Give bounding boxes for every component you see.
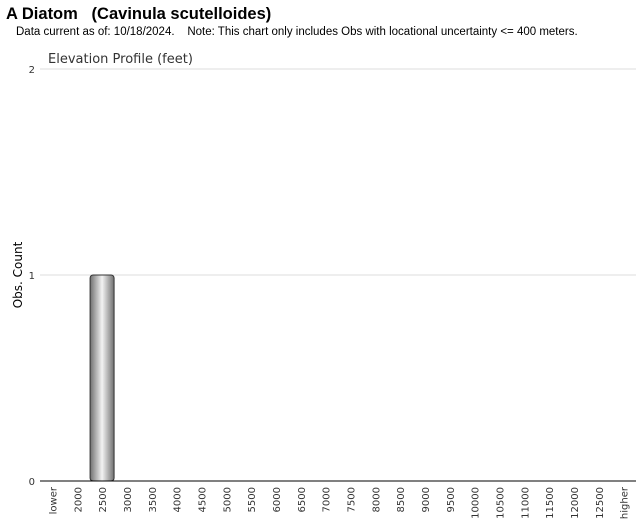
y-axis-label: Obs. Count (11, 241, 25, 308)
x-tick-label: higher (620, 486, 631, 519)
x-tick-label: 9500 (446, 487, 457, 512)
x-tick-label: 8500 (396, 487, 407, 512)
x-tick-label: 12500 (595, 487, 606, 519)
bar-2500 (89, 274, 115, 482)
x-tick-label: 7000 (322, 487, 333, 512)
chart-title: Elevation Profile (feet) (48, 52, 193, 67)
x-tick-label: 3000 (123, 487, 134, 512)
x-tick-label: 12000 (570, 487, 581, 519)
x-tick-label: 4500 (197, 487, 208, 512)
x-tick-label: 4000 (173, 487, 184, 512)
x-tick-label: 6000 (272, 487, 283, 512)
x-tick-label: 2000 (73, 487, 84, 512)
y-tick-label: 1 (29, 271, 35, 282)
x-tick-label: 8000 (371, 487, 382, 512)
x-tick-label: 2500 (98, 487, 109, 512)
x-tick-label: 7500 (346, 487, 357, 512)
x-tick-label: 3500 (148, 487, 159, 512)
x-tick-label: lower (48, 486, 59, 514)
x-tick-label: 10500 (495, 487, 506, 519)
x-tick-label: 10000 (471, 487, 482, 519)
x-tick-label: 6500 (297, 487, 308, 512)
y-tick-label: 2 (29, 65, 35, 76)
x-tick-label: 9000 (421, 487, 432, 512)
x-tick-label: 5000 (222, 487, 233, 512)
bars (89, 274, 115, 482)
y-tick-label: 0 (29, 477, 35, 488)
x-axis-ticks: lower 2000 2500 3000 3500 4000 4500 5000 5500 600… (48, 486, 630, 519)
x-tick-label: 11000 (520, 487, 531, 519)
grid-lines (40, 68, 636, 276)
y-axis-ticks: 0 1 2 (29, 65, 35, 488)
x-tick-label: 11500 (545, 487, 556, 519)
data-note: Data current as of: 10/18/2024. Note: Th… (16, 26, 578, 38)
x-tick-label: 5500 (247, 487, 258, 512)
page-title: A Diatom (Cavinula scutelloides) (6, 5, 272, 23)
